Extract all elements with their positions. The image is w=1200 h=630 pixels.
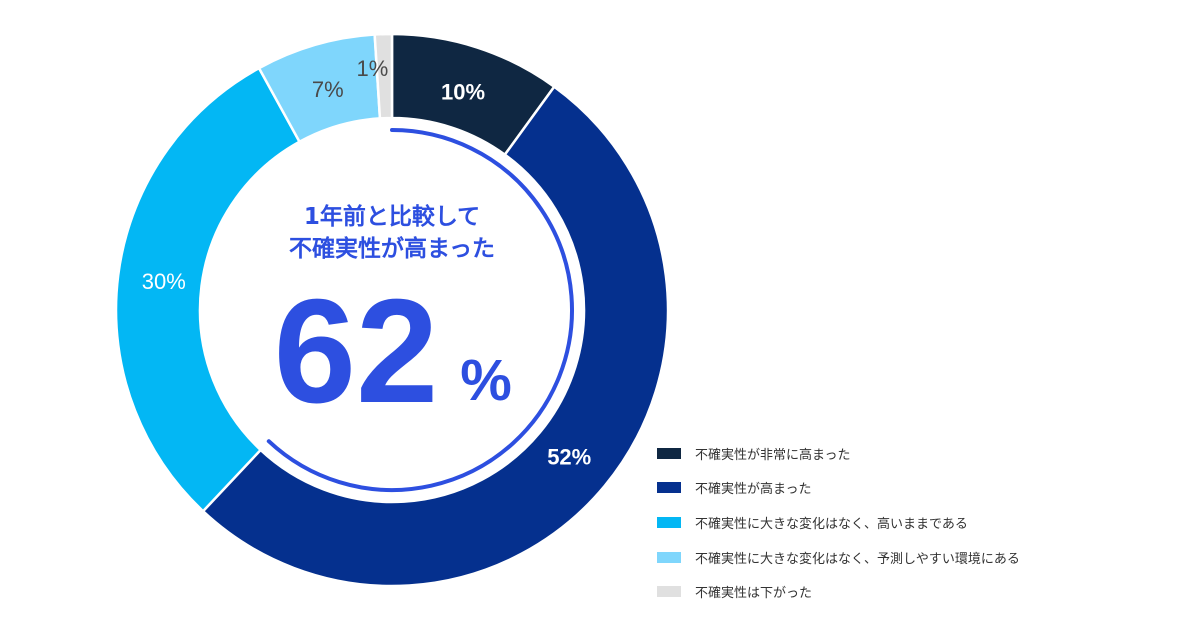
slice-label-high: 52%: [547, 445, 591, 470]
legend-label: 不確実性に大きな変化はなく、高いままである: [695, 516, 968, 532]
legend-item-unchanged-high: 不確実性に大きな変化はなく、高いままである: [657, 505, 1020, 540]
center-caption-line1: 1年前と比較して: [304, 203, 480, 230]
slice-unchanged-high: [114, 66, 301, 513]
legend-swatch: [657, 447, 681, 459]
slice-decreased: [373, 32, 394, 120]
legend-item-high: 不確実性が高まった: [657, 471, 1020, 506]
slice-high: [201, 85, 670, 588]
legend-item-unchanged-predictable: 不確実性に大きな変化はなく、予測しやすい環境にある: [657, 540, 1020, 575]
legend-swatch: [657, 516, 681, 528]
legend-swatch: [657, 482, 681, 494]
center-percentage-value: 62: [274, 269, 439, 434]
legend-swatch: [657, 586, 681, 598]
slice-label-very-high: 10%: [441, 79, 485, 104]
legend-label: 不確実性が高まった: [695, 482, 812, 498]
slice-labels: 10% 52% 30% 7% 1%: [142, 56, 591, 469]
slice-label-unchanged-predictable: 7%: [312, 77, 344, 102]
center-percentage-unit: %: [460, 348, 512, 413]
slice-label-decreased: 1%: [357, 56, 389, 81]
slice-label-unchanged-high: 30%: [142, 269, 186, 294]
legend-item-decreased: 不確実性は下がった: [657, 574, 1020, 609]
legend-swatch: [657, 551, 681, 563]
legend-label: 不確実性に大きな変化はなく、予測しやすい環境にある: [695, 551, 1020, 567]
legend-label: 不確実性は下がった: [695, 586, 813, 602]
donut-segments: [114, 32, 670, 588]
legend-item-very-high: 不確実性が非常に高まった: [657, 436, 1020, 471]
center-accent-arc: [266, 128, 574, 492]
legend-label: 不確実性が非常に高まった: [695, 447, 851, 463]
center-caption-line2: 不確実性が高まった: [289, 235, 495, 262]
legend: 不確実性が非常に高まった 不確実性が高まった不確実性に大きな変化はなく、高いままで…: [657, 436, 1020, 609]
